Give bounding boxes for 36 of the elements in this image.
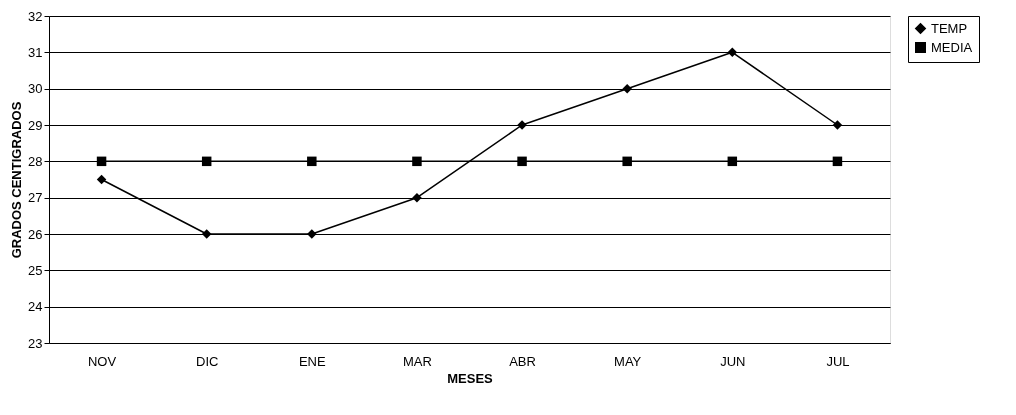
point bbox=[622, 156, 632, 167]
y-tick-label: 30 bbox=[28, 81, 43, 97]
x-tick-label: ABR bbox=[509, 353, 536, 369]
x-tick-label: DIC bbox=[195, 353, 219, 369]
y-tick-label: 25 bbox=[28, 262, 43, 278]
legend-label: MEDIA bbox=[931, 39, 973, 55]
point bbox=[96, 174, 107, 185]
point bbox=[201, 156, 212, 167]
x-axis-title: MESES bbox=[447, 370, 494, 386]
y-tick-label: 31 bbox=[28, 44, 43, 60]
y-tick-label: 29 bbox=[28, 117, 43, 133]
y-tick-label: 27 bbox=[28, 190, 43, 206]
point bbox=[727, 47, 738, 58]
x-tick-label: JUN bbox=[720, 353, 746, 369]
y-tick-label: 32 bbox=[28, 8, 43, 24]
y-tick-label: 28 bbox=[28, 153, 43, 169]
point bbox=[622, 83, 632, 94]
x-tick-label: JUL bbox=[826, 353, 850, 369]
point bbox=[832, 156, 843, 167]
y-tick-label: 23 bbox=[28, 335, 43, 351]
x-tick-label: NOV bbox=[87, 353, 117, 369]
point bbox=[201, 229, 212, 239]
legend-label: TEMP bbox=[931, 20, 968, 36]
y-tick-label: 24 bbox=[28, 299, 43, 315]
x-tick-label: MAR bbox=[402, 353, 432, 369]
point bbox=[412, 192, 422, 203]
point bbox=[96, 156, 107, 167]
y-axis-title: GRADOS CENTIGRADOS bbox=[9, 101, 25, 259]
x-tick-label: MAY bbox=[614, 353, 642, 369]
point bbox=[727, 156, 738, 167]
point bbox=[412, 156, 422, 167]
point bbox=[517, 156, 527, 167]
x-tick-label: ENE bbox=[298, 353, 326, 369]
y-tick-label: 26 bbox=[28, 226, 43, 242]
point bbox=[832, 120, 843, 130]
point bbox=[307, 156, 317, 167]
